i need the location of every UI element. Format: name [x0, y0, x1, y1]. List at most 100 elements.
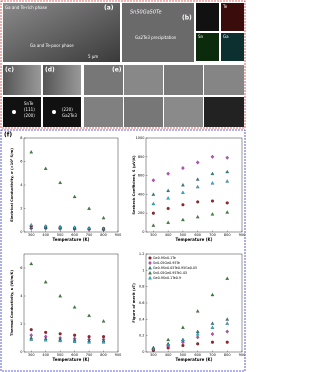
- micrograph-c: [3, 65, 41, 95]
- hrtem: [124, 97, 163, 127]
- marker: [181, 325, 185, 329]
- marker: [58, 332, 62, 336]
- map-label: Sn: [198, 34, 204, 39]
- micrograph-b: [122, 3, 194, 62]
- y-axis-label: Electrical Conductivity, σ (×10⁴ S/m): [10, 148, 14, 222]
- marker: [43, 224, 48, 228]
- marker: [29, 337, 34, 341]
- marker: [166, 220, 170, 224]
- marker: [151, 178, 156, 183]
- panel-label: (a): [104, 5, 114, 12]
- x-tick-label: 300: [150, 353, 157, 357]
- diff-label: (111): [24, 107, 35, 112]
- x-tick-label: 400: [165, 233, 172, 237]
- marker: [195, 160, 200, 165]
- x-tick-label: 700: [209, 353, 216, 357]
- y-tick-label: 1.2: [139, 252, 145, 256]
- marker: [29, 261, 34, 266]
- diff-label: Ga2Te3: [62, 113, 77, 118]
- x-tick-label: 400: [165, 353, 172, 357]
- diff-label: (220): [62, 107, 73, 112]
- figure: Ga and Te-rich phase Ga and Te-poor phas…: [0, 0, 246, 372]
- legend-marker: [148, 271, 152, 275]
- marker: [73, 333, 77, 337]
- hrtem: [204, 65, 244, 95]
- spot: [52, 110, 56, 114]
- marker: [87, 225, 91, 230]
- x-tick-label: 900: [115, 353, 122, 357]
- x-tick-label: 800: [224, 233, 231, 237]
- map: [196, 33, 219, 61]
- marker: [210, 212, 215, 216]
- marker: [151, 192, 156, 196]
- marker: [225, 340, 229, 344]
- x-tick-label: 400: [42, 233, 49, 237]
- y-tick-label: 600: [138, 174, 145, 178]
- x-tick-label: 500: [180, 353, 187, 357]
- x-tick-label: 800: [224, 353, 231, 357]
- marker: [72, 339, 77, 343]
- x-tick-label: 400: [42, 353, 49, 357]
- y-axis-label: Seebeck Coefficient, S (μV/K): [132, 155, 136, 214]
- top-frame: [0, 0, 246, 129]
- marker: [210, 332, 215, 336]
- x-tick-label: 500: [57, 353, 64, 357]
- marker: [29, 150, 34, 154]
- plot-frame: [23, 253, 119, 353]
- a-text: Ga and Te-poor phase: [30, 43, 74, 48]
- marker: [29, 328, 33, 332]
- panel-label: (b): [182, 15, 192, 22]
- x-tick-label: 500: [57, 233, 64, 237]
- marker: [43, 338, 48, 342]
- marker: [210, 340, 214, 344]
- marker: [58, 338, 62, 343]
- marker: [225, 201, 229, 205]
- y-tick-label: 2: [20, 322, 22, 326]
- marker: [58, 180, 62, 184]
- marker: [87, 206, 91, 210]
- marker: [29, 225, 34, 229]
- marker: [195, 309, 200, 313]
- marker: [43, 166, 48, 170]
- map: [196, 3, 219, 31]
- y-tick-label: 0: [20, 230, 22, 234]
- b-text: Ga2Te3 precipitation: [135, 35, 177, 40]
- x-axis-label: Temperature (K): [176, 357, 213, 362]
- diffraction: [3, 97, 41, 127]
- x-tick-label: 700: [86, 353, 93, 357]
- x-tick-label: 900: [239, 233, 246, 237]
- marker: [181, 217, 185, 222]
- hrtem: [204, 97, 244, 127]
- x-tick-label: 600: [71, 233, 78, 237]
- diff-label: SnTe: [24, 101, 34, 106]
- hrtem: [84, 97, 123, 127]
- panel-label: (c): [5, 67, 14, 74]
- marker: [72, 305, 77, 309]
- y-tick-label: 8: [20, 136, 22, 140]
- y-tick-label: 6: [20, 266, 22, 270]
- legend-label: Sn0.05Ge0.95Te1.05: [153, 271, 187, 275]
- x-tick-label: 600: [194, 233, 201, 237]
- y-tick-label: 0.8: [139, 285, 145, 289]
- marker: [195, 215, 200, 219]
- marker: [196, 342, 200, 346]
- x-axis-label: Temperature (K): [53, 237, 90, 242]
- plot-frame: [145, 137, 243, 233]
- marker: [181, 203, 185, 207]
- y-tick-label: 400: [138, 192, 145, 196]
- panel-label: (e): [112, 67, 122, 74]
- y-axis-label: Thermal Conductivity, κ (W/m/K): [10, 270, 14, 336]
- marker: [166, 337, 170, 342]
- y-tick-label: 1000: [136, 136, 145, 140]
- diffraction: [43, 97, 81, 127]
- marker: [151, 223, 156, 227]
- marker: [181, 337, 185, 342]
- spot: [12, 110, 16, 114]
- micrograph-d: [43, 65, 81, 95]
- x-tick-label: 800: [100, 233, 107, 237]
- y-tick-label: 0: [20, 350, 22, 354]
- marker: [210, 181, 215, 185]
- x-tick-label: 500: [180, 233, 187, 237]
- marker: [225, 210, 230, 214]
